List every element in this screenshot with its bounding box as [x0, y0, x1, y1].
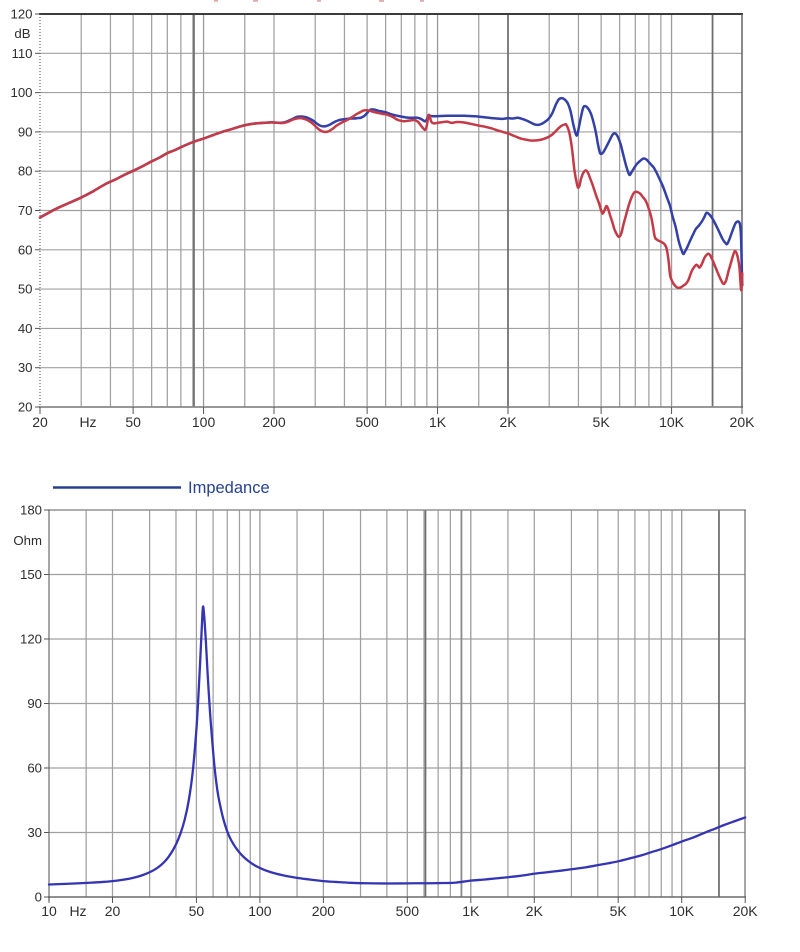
- svg-text:1K: 1K: [462, 903, 480, 919]
- svg-text:2K: 2K: [499, 414, 517, 430]
- svg-text:60: 60: [18, 242, 33, 257]
- svg-text:50: 50: [189, 903, 205, 919]
- svg-text:90: 90: [27, 696, 42, 711]
- svg-text:80: 80: [18, 164, 33, 179]
- svg-text:100: 100: [192, 414, 216, 430]
- svg-text:200: 200: [262, 414, 286, 430]
- svg-text:20K: 20K: [733, 903, 759, 919]
- svg-text:100: 100: [10, 85, 32, 100]
- svg-text:20: 20: [105, 903, 121, 919]
- svg-text:10: 10: [41, 903, 57, 919]
- svg-text:100: 100: [248, 903, 272, 919]
- svg-text:0: 0: [35, 890, 42, 905]
- svg-text:5K: 5K: [610, 903, 628, 919]
- svg-text:10K: 10K: [669, 903, 695, 919]
- svg-text:90: 90: [18, 124, 33, 139]
- svg-text:dB: dB: [14, 26, 30, 41]
- svg-text:2K: 2K: [526, 903, 544, 919]
- svg-text:30: 30: [18, 360, 33, 375]
- svg-text:500: 500: [396, 903, 420, 919]
- svg-text:20: 20: [18, 400, 33, 415]
- svg-text:20K: 20K: [730, 414, 756, 430]
- svg-text:110: 110: [11, 46, 32, 61]
- svg-text:50: 50: [125, 414, 141, 430]
- svg-text:5K: 5K: [593, 414, 611, 430]
- svg-text:500: 500: [355, 414, 379, 430]
- svg-text:70: 70: [18, 203, 33, 218]
- svg-text:120: 120: [10, 7, 32, 22]
- svg-text:50: 50: [18, 282, 33, 297]
- svg-text:Hz: Hz: [79, 414, 96, 430]
- svg-text:Impedance: Impedance: [188, 479, 270, 497]
- svg-text:10K: 10K: [659, 414, 685, 430]
- svg-text:Ohm: Ohm: [13, 533, 42, 548]
- svg-text:20: 20: [32, 414, 48, 430]
- svg-text:1K: 1K: [429, 414, 447, 430]
- svg-text:60: 60: [27, 761, 42, 776]
- svg-text:120: 120: [20, 632, 42, 647]
- svg-text:200: 200: [312, 903, 336, 919]
- svg-text:150: 150: [20, 567, 42, 582]
- svg-text:Hz: Hz: [69, 903, 86, 919]
- svg-text:40: 40: [18, 321, 33, 336]
- svg-text:30: 30: [27, 825, 42, 840]
- svg-text:180: 180: [20, 503, 42, 518]
